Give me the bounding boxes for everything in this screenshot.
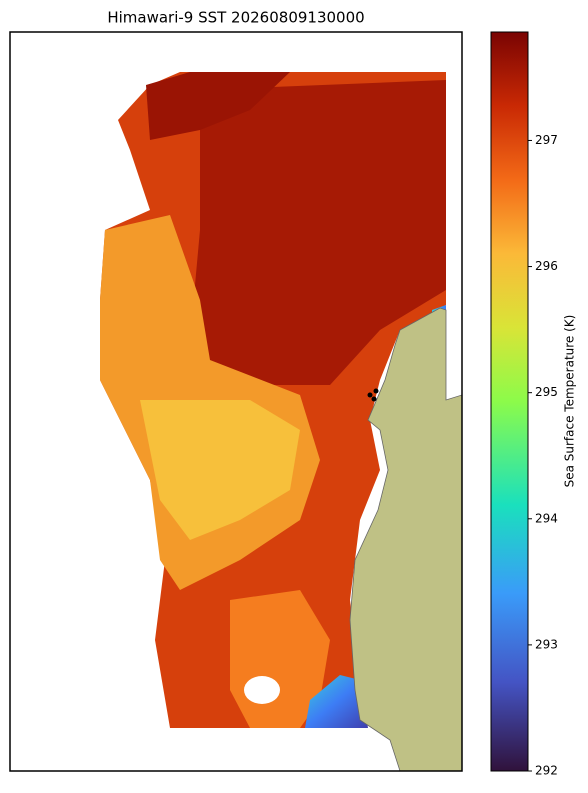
map-title: Himawari-9 SST 20260809130000: [107, 9, 364, 27]
colorbar-tick-label: 296: [535, 259, 558, 273]
sst-field: [100, 72, 462, 771]
colorbar-tick-label: 297: [535, 133, 558, 147]
colorbar: [490, 31, 529, 772]
colorbar-tick-label: 292: [535, 764, 558, 778]
colorbar-label: Sea Surface Temperature (K): [563, 315, 577, 488]
colorbar-tick-label: 294: [535, 511, 558, 525]
colorbar-tick-label: 295: [535, 385, 558, 399]
map-frame: [9, 31, 463, 772]
colorbar-tick-label: 293: [535, 637, 558, 651]
